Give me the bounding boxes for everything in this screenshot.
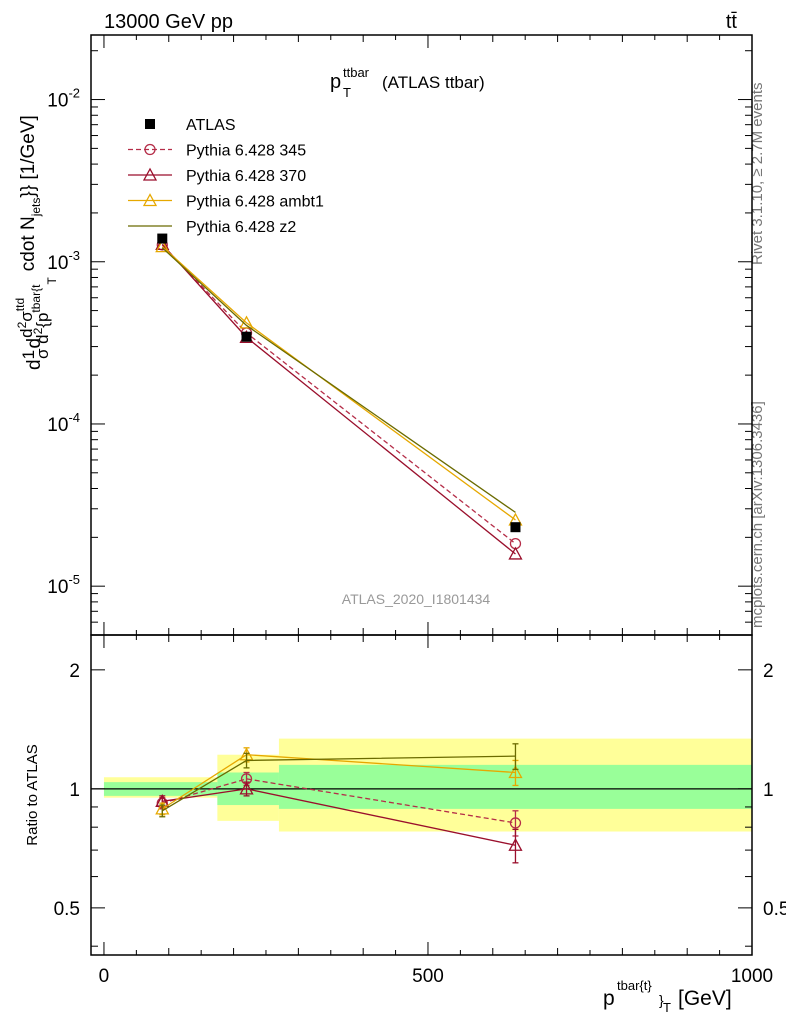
- y-tick-label-upper: 10-2: [47, 86, 80, 112]
- x-tick-label: 500: [412, 966, 444, 987]
- analysis-watermark: ATLAS_2020_I1801434: [342, 591, 491, 607]
- upper-point-p370: [508, 546, 523, 560]
- legend-label-p345: Pythia 6.428 345: [186, 143, 306, 160]
- upper-point-ambt1: [155, 239, 170, 253]
- svg-text:(ATLAS ttbar): (ATLAS ttbar): [382, 73, 485, 92]
- ratio-point-p370: [239, 781, 254, 795]
- legend-label-ambt1: Pythia 6.428 ambt1: [186, 194, 324, 211]
- upper-line-ambt1: [161, 246, 516, 521]
- x-tick-label: 1000: [731, 966, 773, 987]
- svg-text:[GeV]: [GeV]: [678, 987, 732, 1010]
- header-right-label: tt̄: [726, 11, 738, 33]
- legend-marker-ambt1: [142, 193, 158, 207]
- svg-text:ttbar: ttbar: [343, 65, 370, 80]
- y-tick-label-lower: 1: [69, 780, 80, 801]
- upper-line-p370: [161, 243, 516, 555]
- y-tick-label-upper: 10-5: [47, 572, 80, 598]
- plot-title-main: p: [330, 71, 341, 93]
- ratio-point-p370: [508, 837, 523, 851]
- svg-text:T: T: [663, 1000, 671, 1015]
- x-tick-label: 0: [99, 966, 110, 987]
- upper-point-atlas: [510, 522, 521, 533]
- legend-marker-atlas: [145, 119, 155, 129]
- y-tick-label-lower: 0.5: [54, 899, 80, 920]
- mcplots-label: mcplots.cern.ch [arXiv:1306.3436]: [749, 401, 766, 628]
- upper-line-p345: [161, 244, 516, 545]
- legend-marker-p345: [144, 143, 156, 156]
- plot-title: p ttbar T (ATLAS ttbar): [330, 65, 485, 100]
- y-tick-label-upper: 10-3: [47, 248, 80, 274]
- svg-text:tbar{t}: tbar{t}: [617, 978, 652, 993]
- ratio-point-ambt1: [508, 765, 523, 779]
- svg-text:}: }: [659, 992, 664, 1008]
- legend-label-z2: Pythia 6.428 z2: [186, 219, 296, 236]
- upper-point-atlas: [157, 233, 168, 244]
- header-left-label: 13000 GeV pp: [104, 11, 233, 33]
- legend-label-p370: Pythia 6.428 370: [186, 168, 306, 185]
- upper-line-z2: [161, 247, 516, 513]
- plot-title-sub: T: [343, 85, 351, 100]
- y-tick-label-lower-right: 0.5: [763, 899, 786, 920]
- y-tick-label-lower-right: 2: [763, 661, 774, 682]
- upper-point-atlas: [241, 331, 252, 342]
- svg-text:T: T: [343, 85, 351, 100]
- y-label-upper: d1σdd2σttdd2{ptbar{tTcdot Njets}} [1/GeV…: [13, 115, 59, 370]
- y-label-lower: Ratio to ATLAS: [24, 744, 41, 845]
- legend-label-atlas: ATLAS: [186, 117, 236, 134]
- ratio-point-p345: [509, 817, 522, 829]
- svg-text:p: p: [603, 987, 615, 1010]
- y-tick-label-upper: 10-4: [47, 410, 80, 436]
- plot-title-sup: ttbar: [343, 65, 370, 80]
- plot-title-suffix: (ATLAS ttbar): [382, 73, 485, 92]
- rivet-label: Rivet 3.1.10, ≥ 2.7M events: [749, 83, 766, 266]
- svg-text:d1σdd2σttdd2{ptbar{tTcdot Njet: d1σdd2σttdd2{ptbar{tTcdot Njets}} [1/GeV…: [13, 115, 59, 370]
- y-tick-label-lower-right: 1: [763, 780, 774, 801]
- svg-text:p: p: [330, 71, 341, 93]
- y-tick-label-lower: 2: [69, 661, 80, 682]
- upper-point-p370: [155, 237, 170, 251]
- x-axis-label: p tbar{t} } T [GeV]: [603, 978, 732, 1015]
- legend-marker-p370: [142, 167, 158, 181]
- lower-frame: [90, 634, 753, 956]
